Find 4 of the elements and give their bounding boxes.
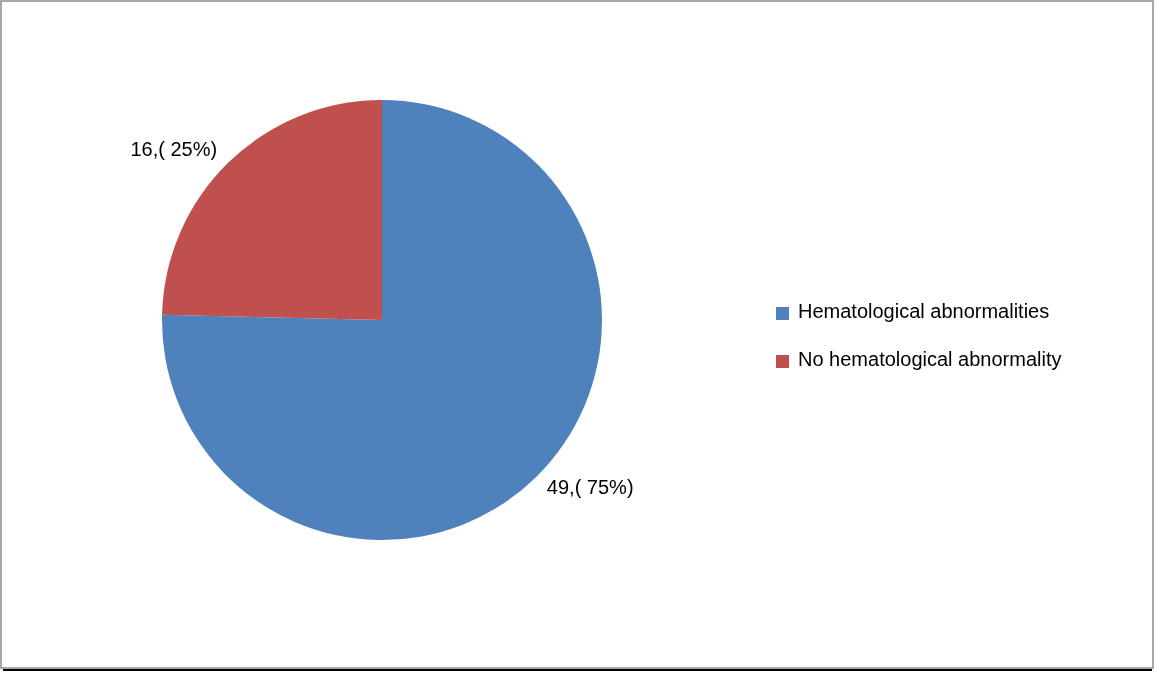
data-label: 49,( 75%) — [546, 476, 634, 499]
data-label: 16,( 25%) — [130, 138, 218, 161]
legend-label: Hematological abnormalities — [798, 300, 1050, 323]
legend-label: No hematological abnormality — [798, 348, 1062, 371]
